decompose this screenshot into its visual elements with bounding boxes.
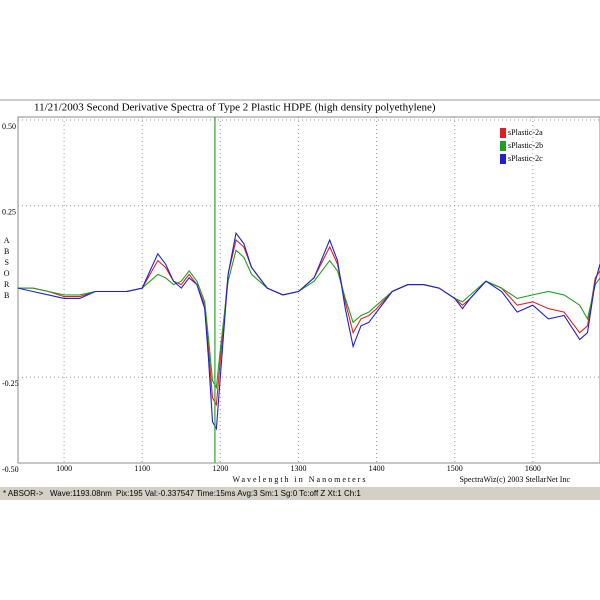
legend-swatch [500,128,506,138]
y-tick-label: 0.25 [2,208,16,217]
legend-label: sPlastic-2c [508,154,543,163]
legend-swatch [500,154,506,164]
plot-frame [17,116,600,464]
credit: SpectraWiz(c) 2003 StellarNet Inc [459,475,570,484]
x-tick-label: 1500 [447,464,463,473]
status-rest: Pix:195 Val:-0.337547 Time:15ms Avg:3 Sm… [116,489,361,498]
y-tick-label: 0.50 [2,122,16,131]
status-prefix: * ABSOR-> [3,489,44,498]
x-tick-label: 1100 [134,464,150,473]
chart-title: 11/21/2003 Second Derivative Spectra of … [34,102,436,114]
y-tick-label: -0.25 [2,379,19,388]
legend-label: sPlastic-2a [508,128,543,137]
legend-label: sPlastic-2b [508,141,543,150]
x-tick-label: 1000 [56,464,72,473]
x-tick-label: 1200 [212,464,228,473]
x-tick-label: 1600 [525,464,541,473]
status-wave: Wave:1193.08nm [50,489,112,498]
x-tick-label: 1300 [290,464,306,473]
status-bar [0,487,600,500]
y-axis-label: ABSORB [2,236,11,302]
x-tick-label: 1400 [369,464,385,473]
x-axis-label: Wavelength in Nanometers [233,475,368,484]
legend-swatch [500,141,506,151]
series-line [17,231,600,431]
y-tick-label: -0.50 [2,465,19,474]
